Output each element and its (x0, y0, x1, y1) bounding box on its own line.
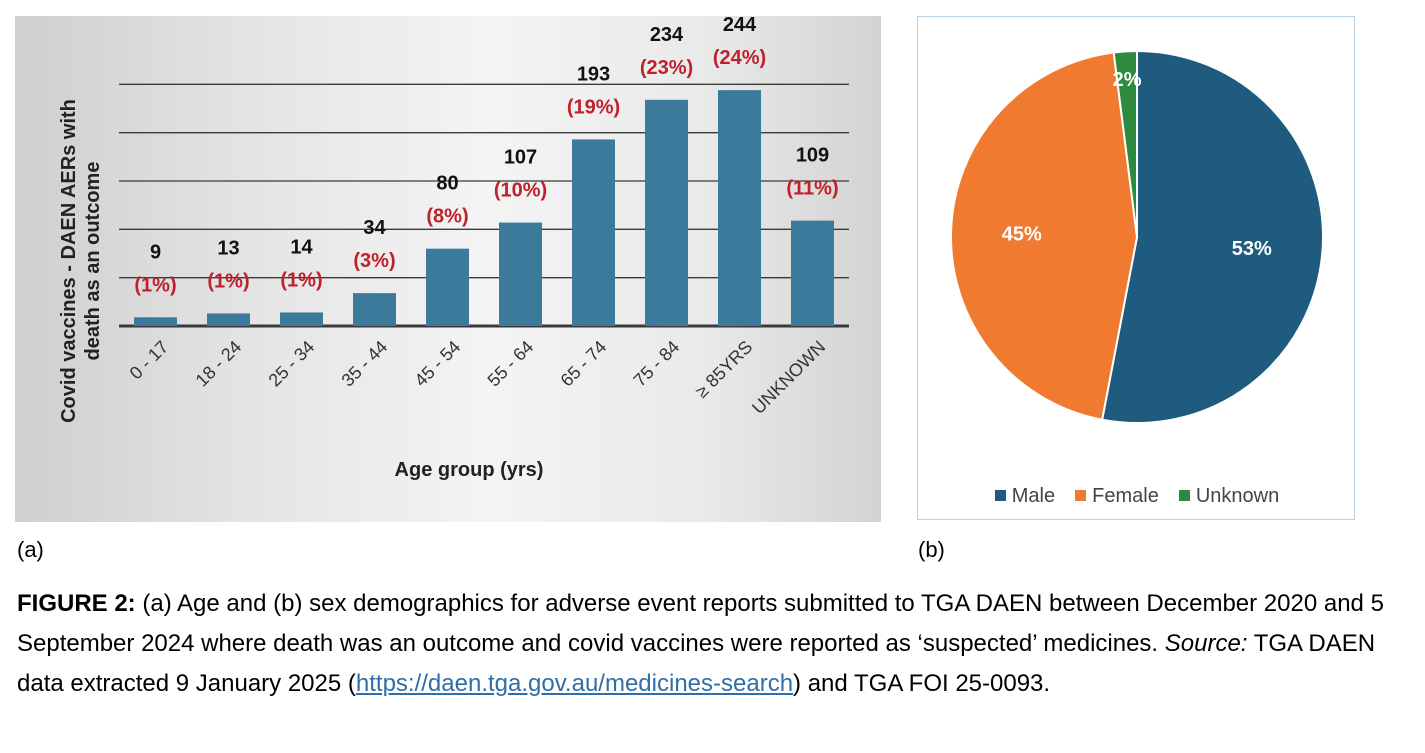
caption-text-2: TGA DAEN data extracted 9 January 2025 ( (17, 630, 1376, 697)
caption-text-1: (a) Age and (b) sex demographics for adv… (17, 590, 1384, 657)
pie-data-label: 2% (1113, 69, 1142, 91)
pie-chart-panel: 53% 45% 2% Male Female Unknown (917, 16, 1355, 520)
x-tick-label: 0 - 17 (126, 337, 173, 384)
data-label-percent: (8%) (426, 206, 468, 228)
data-label-count: 34 (363, 217, 386, 239)
pie-legend: Male Female Unknown (918, 485, 1356, 508)
data-label-count: 9 (150, 241, 161, 263)
source-link[interactable]: https://daen.tga.gov.au/medicines-search (355, 670, 794, 697)
bar (572, 139, 615, 326)
legend-item: Unknown (1178, 485, 1280, 508)
legend-label: Female (1092, 485, 1159, 507)
pie-slice (950, 51, 1139, 421)
data-label-count: 107 (504, 147, 537, 169)
data-label-count: 14 (290, 236, 313, 258)
bar (645, 99, 688, 326)
bar (280, 312, 323, 326)
bar-chart-panel: 9 (1%) 0 - 17 13 (1%) 18 - 24 14 (1%) 25 - 34 34 (… (15, 14, 881, 522)
y-axis-title: Covid vaccines - DAEN AERs with death as … (58, 99, 104, 423)
bar (134, 317, 177, 326)
data-label-percent: (1%) (207, 270, 249, 292)
y-axis-title-line: death as an outcome (82, 162, 104, 361)
bar (207, 313, 250, 326)
pie-chart: 53% 45% 2% (950, 49, 1325, 424)
data-label-percent: (10%) (494, 180, 547, 202)
data-label-percent: (1%) (280, 269, 322, 291)
bar (718, 90, 761, 326)
x-tick-label: UNKNOWN (748, 337, 829, 418)
data-label-count: 234 (650, 24, 684, 46)
data-label-count: 80 (436, 173, 458, 195)
x-tick-label: 45 - 54 (411, 337, 465, 391)
data-label-percent: (1%) (134, 274, 176, 296)
caption-text-3: ) and TGA FOI 25-0093. (793, 670, 1051, 697)
panel-label-b: (b) (918, 537, 945, 562)
pie-data-label: 53% (1232, 238, 1272, 260)
x-tick-label: 35 - 44 (338, 337, 392, 391)
legend-swatch (1178, 490, 1190, 501)
pie-data-label: 45% (1002, 223, 1042, 245)
pie-slice (1112, 49, 1138, 238)
x-tick-label: 25 - 34 (265, 337, 319, 391)
data-label-count: 244 (723, 14, 757, 36)
bar (353, 293, 396, 326)
bar-chart: 9 (1%) 0 - 17 13 (1%) 18 - 24 14 (1%) 25 - 34 34 (… (58, 14, 849, 481)
data-label-percent: (3%) (353, 250, 395, 272)
data-label-count: 13 (217, 237, 239, 259)
x-tick-label: 65 - 74 (557, 337, 611, 391)
caption-lead: FIGURE 2: (17, 590, 136, 617)
data-label-percent: (24%) (713, 47, 766, 69)
legend-swatch (994, 490, 1006, 501)
data-label-count: 193 (577, 63, 610, 85)
data-label-percent: (11%) (786, 178, 838, 200)
data-label-percent: (23%) (640, 57, 693, 79)
legend-label: Male (1011, 485, 1056, 507)
x-tick-label: 18 - 24 (192, 337, 246, 391)
legend-label: Unknown (1195, 485, 1280, 507)
pie-slice (1100, 49, 1325, 424)
bar (426, 248, 469, 326)
bar (499, 222, 542, 326)
caption-source-label: Source: (1164, 630, 1248, 657)
panel-label-a: (a) (17, 537, 44, 562)
x-tick-label: ≥ 85YRS (691, 337, 756, 402)
legend-item: Female (1075, 485, 1159, 508)
figure-caption: FIGURE 2: (a) Age and (b) sex demographi… (17, 584, 1412, 704)
y-axis-title-line: Covid vaccines - DAEN AERs with (58, 99, 80, 423)
x-tick-label: 75 - 84 (630, 337, 684, 391)
data-label-percent: (19%) (567, 96, 620, 118)
bar (791, 220, 834, 326)
x-tick-label: 55 - 64 (484, 337, 538, 391)
legend-swatch (1075, 490, 1087, 501)
data-label-count: 109 (796, 145, 829, 167)
legend-item: Male (994, 485, 1056, 508)
x-axis-title: Age group (yrs) (395, 459, 544, 481)
